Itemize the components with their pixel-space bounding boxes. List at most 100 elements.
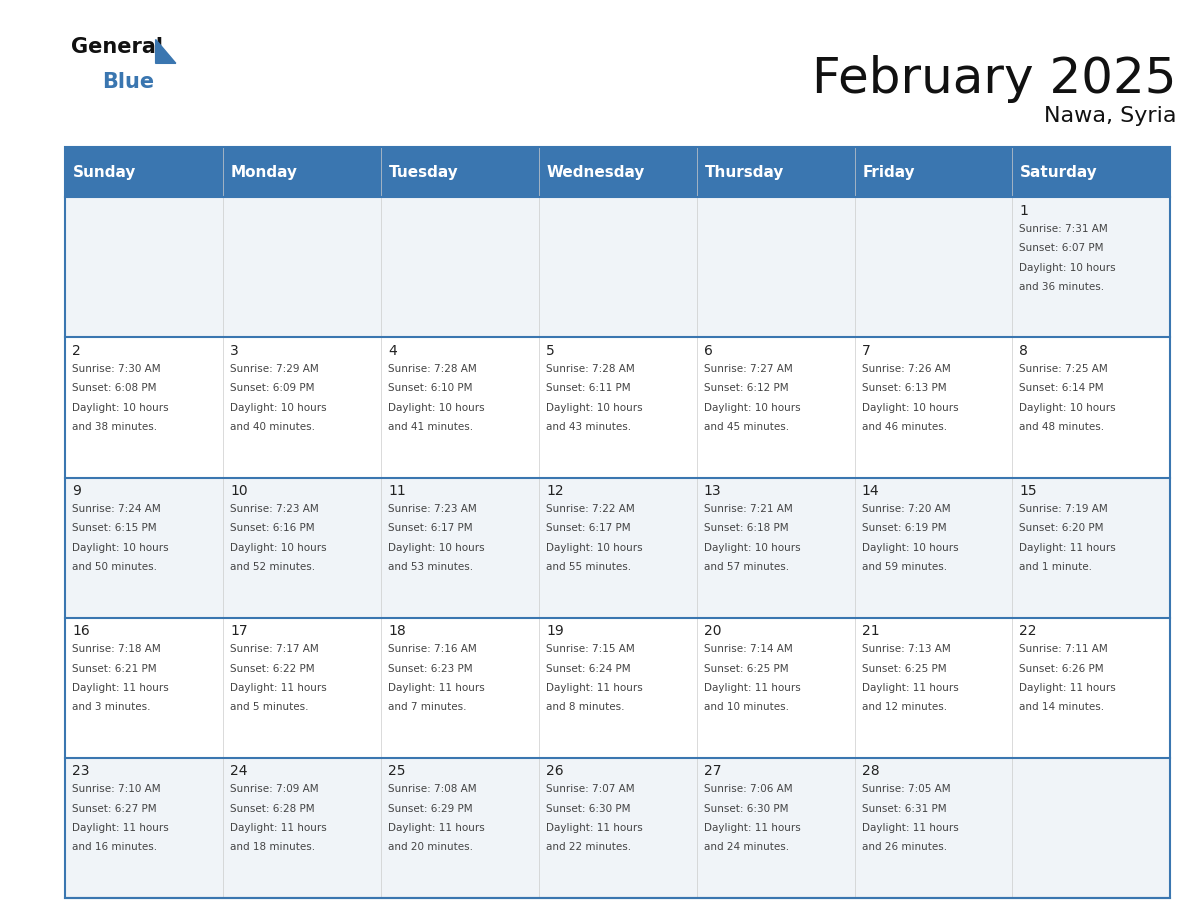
Text: and 8 minutes.: and 8 minutes. bbox=[546, 702, 625, 712]
Text: Daylight: 10 hours: Daylight: 10 hours bbox=[388, 543, 485, 553]
Bar bbox=[223, 477, 381, 618]
Text: and 26 minutes.: and 26 minutes. bbox=[861, 842, 947, 852]
Bar bbox=[854, 338, 1012, 477]
Text: Sunset: 6:13 PM: Sunset: 6:13 PM bbox=[861, 384, 947, 393]
Text: and 55 minutes.: and 55 minutes. bbox=[546, 562, 631, 572]
Text: 11: 11 bbox=[388, 484, 406, 498]
Text: Sunset: 6:26 PM: Sunset: 6:26 PM bbox=[1019, 664, 1104, 674]
Text: Sunrise: 7:28 AM: Sunrise: 7:28 AM bbox=[546, 364, 634, 374]
Bar bbox=[1012, 618, 1170, 757]
Bar bbox=[854, 477, 1012, 618]
Bar bbox=[696, 147, 854, 197]
Text: Sunrise: 7:21 AM: Sunrise: 7:21 AM bbox=[703, 504, 792, 514]
Text: 25: 25 bbox=[388, 764, 405, 778]
Text: Sunrise: 7:09 AM: Sunrise: 7:09 AM bbox=[230, 784, 318, 794]
Text: and 40 minutes.: and 40 minutes. bbox=[230, 422, 315, 431]
Text: and 41 minutes.: and 41 minutes. bbox=[388, 422, 473, 431]
Text: 27: 27 bbox=[703, 764, 721, 778]
Text: 10: 10 bbox=[230, 484, 248, 498]
Text: Sunrise: 7:31 AM: Sunrise: 7:31 AM bbox=[1019, 224, 1108, 234]
Text: Daylight: 11 hours: Daylight: 11 hours bbox=[230, 683, 327, 693]
Bar bbox=[696, 618, 854, 757]
Text: Sunset: 6:20 PM: Sunset: 6:20 PM bbox=[1019, 523, 1104, 533]
Text: Sunset: 6:22 PM: Sunset: 6:22 PM bbox=[230, 664, 315, 674]
Text: Daylight: 10 hours: Daylight: 10 hours bbox=[861, 403, 959, 412]
Text: and 53 minutes.: and 53 minutes. bbox=[388, 562, 473, 572]
Text: and 10 minutes.: and 10 minutes. bbox=[703, 702, 789, 712]
Text: Sunday: Sunday bbox=[74, 164, 137, 180]
Text: 3: 3 bbox=[230, 344, 239, 358]
Text: Sunset: 6:17 PM: Sunset: 6:17 PM bbox=[546, 523, 631, 533]
Text: 15: 15 bbox=[1019, 484, 1037, 498]
Text: Sunset: 6:25 PM: Sunset: 6:25 PM bbox=[703, 664, 789, 674]
Text: Sunrise: 7:14 AM: Sunrise: 7:14 AM bbox=[703, 644, 792, 655]
Text: Sunrise: 7:08 AM: Sunrise: 7:08 AM bbox=[388, 784, 476, 794]
Text: Sunrise: 7:17 AM: Sunrise: 7:17 AM bbox=[230, 644, 320, 655]
Bar bbox=[539, 618, 696, 757]
Text: and 52 minutes.: and 52 minutes. bbox=[230, 562, 316, 572]
Text: and 12 minutes.: and 12 minutes. bbox=[861, 702, 947, 712]
Text: Daylight: 10 hours: Daylight: 10 hours bbox=[861, 543, 959, 553]
Bar bbox=[539, 757, 696, 898]
Text: Sunset: 6:10 PM: Sunset: 6:10 PM bbox=[388, 384, 473, 393]
Text: Sunset: 6:19 PM: Sunset: 6:19 PM bbox=[861, 523, 947, 533]
Text: Sunrise: 7:05 AM: Sunrise: 7:05 AM bbox=[861, 784, 950, 794]
Bar bbox=[854, 147, 1012, 197]
Text: Sunrise: 7:29 AM: Sunrise: 7:29 AM bbox=[230, 364, 320, 374]
Text: 23: 23 bbox=[72, 764, 90, 778]
Text: Sunrise: 7:15 AM: Sunrise: 7:15 AM bbox=[546, 644, 634, 655]
Text: Daylight: 10 hours: Daylight: 10 hours bbox=[546, 403, 643, 412]
Text: General: General bbox=[71, 37, 163, 57]
Text: Sunrise: 7:28 AM: Sunrise: 7:28 AM bbox=[388, 364, 476, 374]
Text: Sunset: 6:24 PM: Sunset: 6:24 PM bbox=[546, 664, 631, 674]
Bar bbox=[539, 197, 696, 338]
Text: Friday: Friday bbox=[862, 164, 915, 180]
Text: 12: 12 bbox=[546, 484, 563, 498]
Text: Sunrise: 7:23 AM: Sunrise: 7:23 AM bbox=[230, 504, 320, 514]
Bar bbox=[381, 147, 539, 197]
Text: Sunrise: 7:10 AM: Sunrise: 7:10 AM bbox=[72, 784, 162, 794]
Text: Daylight: 11 hours: Daylight: 11 hours bbox=[861, 823, 959, 833]
Bar bbox=[1012, 147, 1170, 197]
Text: Sunset: 6:12 PM: Sunset: 6:12 PM bbox=[703, 384, 789, 393]
Text: Daylight: 10 hours: Daylight: 10 hours bbox=[703, 403, 801, 412]
Bar bbox=[381, 197, 539, 338]
Text: and 57 minutes.: and 57 minutes. bbox=[703, 562, 789, 572]
Bar bbox=[65, 477, 223, 618]
Text: 2: 2 bbox=[72, 344, 81, 358]
Bar bbox=[854, 757, 1012, 898]
Text: 28: 28 bbox=[861, 764, 879, 778]
Bar bbox=[65, 618, 223, 757]
Text: 18: 18 bbox=[388, 624, 406, 638]
Text: Sunrise: 7:07 AM: Sunrise: 7:07 AM bbox=[546, 784, 634, 794]
Text: Sunset: 6:21 PM: Sunset: 6:21 PM bbox=[72, 664, 157, 674]
Bar bbox=[223, 618, 381, 757]
Text: Sunset: 6:16 PM: Sunset: 6:16 PM bbox=[230, 523, 315, 533]
Text: Daylight: 11 hours: Daylight: 11 hours bbox=[72, 683, 169, 693]
Text: Sunrise: 7:18 AM: Sunrise: 7:18 AM bbox=[72, 644, 162, 655]
Bar bbox=[223, 197, 381, 338]
Text: Daylight: 11 hours: Daylight: 11 hours bbox=[703, 683, 801, 693]
Text: Sunset: 6:09 PM: Sunset: 6:09 PM bbox=[230, 384, 315, 393]
Text: Nawa, Syria: Nawa, Syria bbox=[1043, 106, 1176, 126]
Text: 5: 5 bbox=[546, 344, 555, 358]
Text: Daylight: 11 hours: Daylight: 11 hours bbox=[72, 823, 169, 833]
Text: and 24 minutes.: and 24 minutes. bbox=[703, 842, 789, 852]
Text: Sunrise: 7:25 AM: Sunrise: 7:25 AM bbox=[1019, 364, 1108, 374]
Text: Daylight: 10 hours: Daylight: 10 hours bbox=[703, 543, 801, 553]
Text: Sunset: 6:31 PM: Sunset: 6:31 PM bbox=[861, 803, 947, 813]
Text: and 7 minutes.: and 7 minutes. bbox=[388, 702, 467, 712]
Text: Sunrise: 7:13 AM: Sunrise: 7:13 AM bbox=[861, 644, 950, 655]
Text: Sunrise: 7:27 AM: Sunrise: 7:27 AM bbox=[703, 364, 792, 374]
Text: and 5 minutes.: and 5 minutes. bbox=[230, 702, 309, 712]
Text: Daylight: 11 hours: Daylight: 11 hours bbox=[388, 823, 485, 833]
Text: Sunset: 6:11 PM: Sunset: 6:11 PM bbox=[546, 384, 631, 393]
Text: 19: 19 bbox=[546, 624, 564, 638]
Text: 22: 22 bbox=[1019, 624, 1037, 638]
Text: 1: 1 bbox=[1019, 204, 1029, 218]
Bar bbox=[65, 338, 223, 477]
Bar bbox=[65, 757, 223, 898]
Text: Daylight: 10 hours: Daylight: 10 hours bbox=[388, 403, 485, 412]
Text: Thursday: Thursday bbox=[704, 164, 784, 180]
Bar bbox=[1012, 338, 1170, 477]
